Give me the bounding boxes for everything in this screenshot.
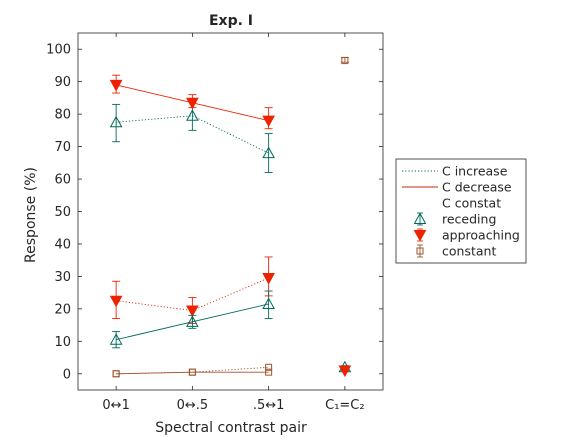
series-line: [116, 371, 269, 375]
data-point: [262, 273, 275, 285]
data-point: [186, 97, 199, 110]
data-point: [338, 365, 352, 378]
series-approaching-c-decrease: [109, 74, 275, 130]
data-point: [109, 333, 123, 345]
y-tick-label: 50: [54, 205, 71, 220]
legend-marker-swatch: [413, 230, 427, 242]
x-tick-label: 0↔.5: [177, 398, 209, 413]
series-receding-c-decrease: [109, 290, 275, 349]
data-point: [109, 115, 123, 128]
data-point: [262, 297, 275, 309]
series-constant-c-constat: [340, 56, 349, 65]
y-tick-label: 40: [54, 237, 71, 252]
data-point: [186, 109, 199, 121]
x-tick-label: C₁=C₂: [325, 398, 364, 413]
data-point: [112, 370, 120, 378]
y-tick-label: 20: [54, 302, 71, 317]
series-approaching-c-constat: [338, 365, 352, 378]
legend-group-heading: C constat: [442, 196, 501, 211]
data-point: [265, 368, 273, 376]
y-tick-label: 30: [54, 270, 71, 285]
legend-label: constant: [442, 244, 496, 259]
y-tick-label: 0: [63, 367, 71, 382]
chart-title: Exp. I: [209, 13, 253, 29]
series-constant-c-decrease: [112, 368, 273, 378]
legend-marker-swatch: [416, 247, 424, 255]
x-tick-label: .5↔1: [253, 398, 285, 413]
x-axis-label: Spectral contrast pair: [155, 420, 307, 436]
y-tick-label: 100: [46, 43, 71, 58]
series-line: [116, 366, 269, 375]
series-approaching-c-increase: [109, 256, 275, 324]
data-point: [341, 57, 349, 65]
legend-marker-swatch: [413, 212, 427, 224]
legend-label: receding: [442, 212, 496, 227]
y-tick-label: 10: [54, 335, 71, 350]
data-point: [262, 146, 275, 159]
legend-box: [395, 158, 527, 264]
legend-label: approaching: [442, 228, 520, 243]
data-point: [186, 305, 199, 318]
data-point: [186, 315, 199, 327]
data-point: [188, 368, 196, 376]
series-receding-c-increase: [109, 100, 275, 174]
data-point: [109, 79, 123, 92]
data-point: [262, 115, 275, 128]
data-point: [265, 363, 273, 371]
legend-label: C increase: [442, 164, 508, 179]
x-tick-label: 0↔1: [102, 398, 129, 413]
y-tick-label: 90: [54, 75, 71, 90]
y-tick-label: 60: [54, 173, 71, 188]
data-point: [109, 295, 123, 308]
plot-area: 0 10 20 30 40 50 60 70 80 90 100 0↔1 0↔.5 .5↔1 C₁=C₂: [46, 32, 384, 413]
y-axis-label: Response (%): [23, 167, 39, 263]
legend-label: C decrease: [442, 180, 512, 195]
y-tick-label: 70: [54, 140, 71, 155]
y-tick-label: 80: [54, 108, 71, 123]
